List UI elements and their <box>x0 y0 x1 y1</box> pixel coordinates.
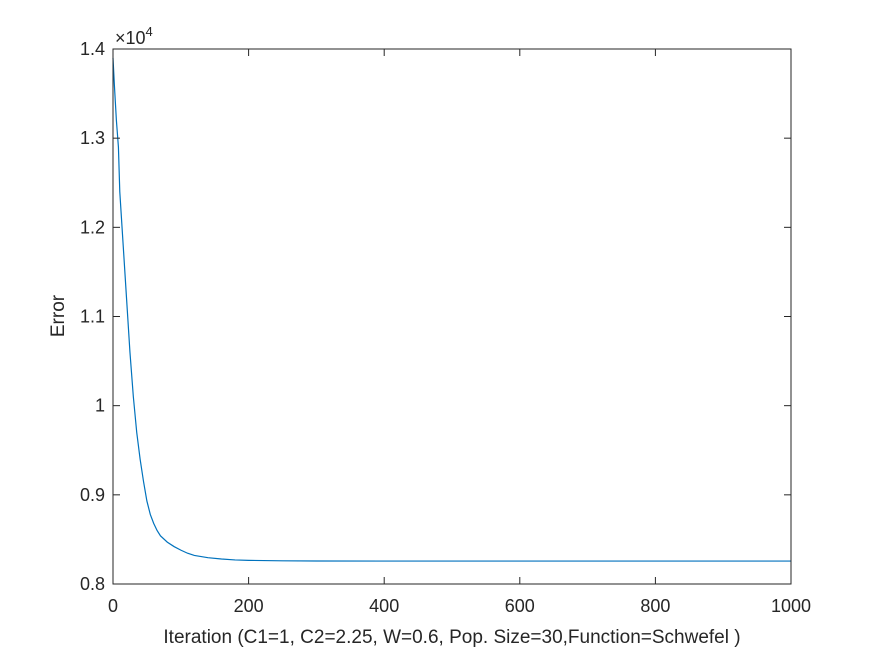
x-tick-label: 0 <box>108 596 118 616</box>
x-tick-label: 200 <box>234 596 264 616</box>
y-tick-label: 1 <box>95 396 105 416</box>
series-line-0 <box>112 57 791 562</box>
x-tick-label: 400 <box>369 596 399 616</box>
y-tick-label: 0.9 <box>80 485 105 505</box>
y-tick-label: 1.4 <box>80 39 105 59</box>
y-exponent-power: 4 <box>146 24 153 39</box>
x-tick-label: 800 <box>640 596 670 616</box>
x-axis-label: Iteration (C1=1, C2=2.25, W=0.6, Pop. Si… <box>163 627 740 648</box>
y-tick-label: 1.1 <box>80 307 105 327</box>
x-tick-label: 600 <box>505 596 535 616</box>
y-exponent-label: ×104 <box>115 24 153 48</box>
y-tick-label: 0.8 <box>80 574 105 594</box>
y-tick-label: 1.3 <box>80 128 105 148</box>
plot-area-background <box>113 49 791 584</box>
x-tick-label: 1000 <box>771 596 811 616</box>
y-axis-label: Error <box>48 294 69 337</box>
y-tick-label: 1.2 <box>80 217 105 237</box>
